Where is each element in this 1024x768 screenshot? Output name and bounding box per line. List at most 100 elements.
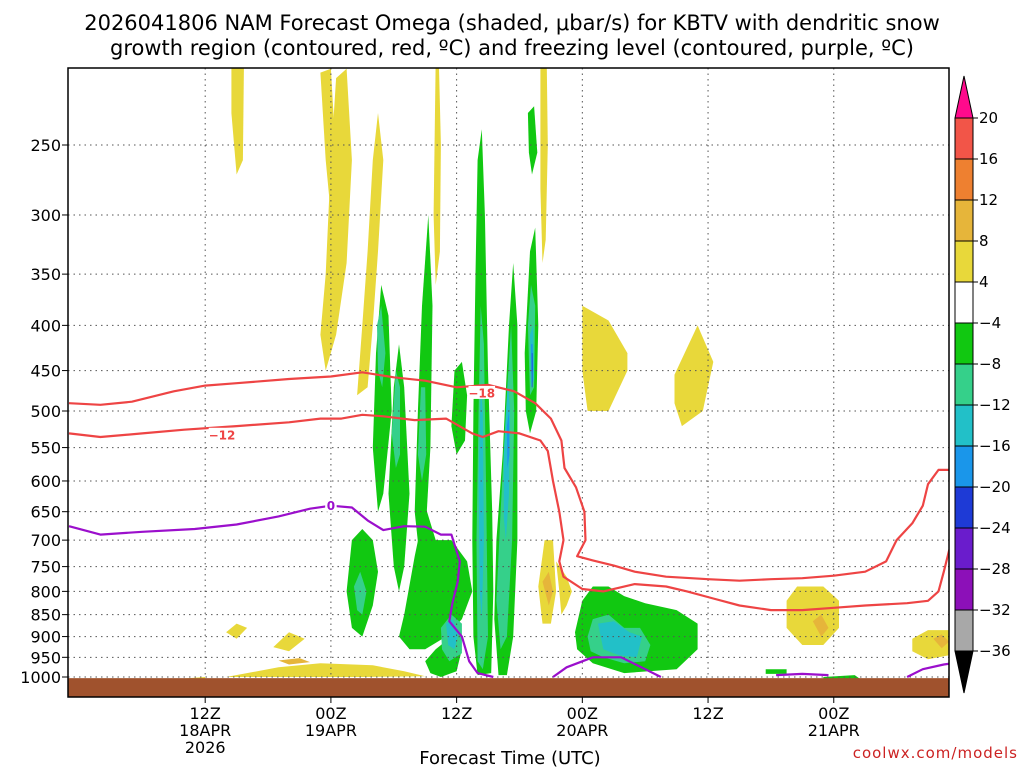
grid-lines [68,68,949,697]
x-tick-label-42-0: 00Z [567,704,598,723]
colorbar-bin-7 [954,404,974,447]
colorbar-bin-11 [954,568,974,611]
x-tick-label-18-1: 19APR [305,721,357,740]
y-tick-label-750: 750 [30,558,61,577]
colorbar-bin-6 [954,363,974,406]
colorbar-bin-10 [954,527,974,570]
colorbar-label-0: 20 [979,109,998,127]
y-tick-label-650: 650 [30,503,61,522]
omega-shade-region-30 [527,106,538,175]
y-tick-label-950: 950 [30,648,61,667]
y-tick-label-500: 500 [30,402,61,421]
omega-shade-region-21 [388,344,410,592]
omega-shade-region-46 [598,621,642,658]
x-axis-title: Forecast Time (UTC) [419,748,600,768]
freezing-contour-layer [68,504,949,679]
omega-shade-region-11 [674,325,714,427]
colorbar-bin-3 [954,240,974,283]
omega-shade-region-36 [377,305,386,388]
x-tick-label-66-0: 00Z [818,704,849,723]
colorbar-label-2: 12 [979,191,998,209]
colorbar-top-arrow [954,75,974,119]
omega-shade-region-50 [531,353,533,388]
omega-shade-region-17 [933,634,949,649]
x-tick-label-42-1: 20APR [556,721,608,740]
colorbar-bin-5 [954,322,974,365]
chart-title-line-1: 2026041806 NAM Forecast Omega (shaded, μ… [84,11,940,35]
colorbar-label-4: 4 [979,273,989,291]
dgz-contour-m12 [68,413,949,612]
ground-terrain [68,678,949,697]
dgz-label-m12-bg [208,427,236,441]
freezing-label-0: 0 [327,499,335,513]
y-tick-label-800: 800 [30,582,61,601]
colorbar: 20 16 12 8 4 −4 −8 −12 −16 −20 −24 −28 −32 −36 [954,75,1011,694]
x-tick-label-18-0: 00Z [315,704,346,723]
y-tick-label-850: 850 [30,606,61,625]
plot-frame [67,67,950,698]
colorbar-bin-0 [954,117,974,160]
omega-shading-layer [179,68,949,681]
omega-shade-region-24 [399,505,473,650]
omega-shade-region-10 [582,305,628,411]
contour-label-layer: −12 −18 0 [208,385,495,513]
y-tick-label-400: 400 [30,316,61,335]
x-tick-label-54-0: 12Z [692,704,723,723]
colorbar-label-12: −32 [979,601,1011,619]
colorbar-label-10: −24 [979,519,1011,537]
colorbar-bottom-arrow [954,650,974,694]
omega-shade-region-6 [357,113,384,396]
colorbar-bin-9 [954,486,974,529]
omega-shade-region-26 [451,361,468,455]
x-tick-label-6-0: 12Z [190,704,221,723]
y-tick-label-450: 450 [30,362,61,381]
omega-shade-region-9 [540,68,548,263]
omega-shade-region-16 [812,614,829,637]
omega-shade-region-45 [446,619,459,650]
omega-shade-region-32 [765,669,787,674]
colorbar-bin-1 [954,158,974,201]
colorbar-label-3: 8 [979,232,989,250]
y-tick-label-700: 700 [30,531,61,550]
omega-shade-region-13 [556,561,572,615]
y-tick-label-250: 250 [30,136,61,155]
x-tick-label-66-1: 21APR [808,721,860,740]
freezing-contour-3 [906,662,949,678]
omega-shade-region-8 [433,68,441,285]
omega-shade-region-1 [226,663,426,677]
colorbar-label-9: −20 [979,478,1011,496]
dgz-contour-layer [68,371,949,612]
credit-text[interactable]: coolwx.com/models [853,744,1018,762]
omega-shade-region-34 [391,370,400,468]
dgz-label-m18: −18 [468,386,495,400]
y-tick-label-550: 550 [30,439,61,458]
colorbar-label-1: 16 [979,150,998,168]
plot-area [68,68,949,697]
freezing-contour-2 [776,672,829,677]
y-tick-label-350: 350 [30,265,61,284]
omega-shade-region-19 [542,571,553,606]
y-tick-label-900: 900 [30,628,61,647]
y-tick-label-1000: 1000 [20,668,61,687]
colorbar-bin-12 [954,609,974,652]
omega-shade-region-35 [354,571,367,615]
omega-shade-region-5 [320,68,337,215]
omega-shade-region-4 [320,68,352,371]
omega-shade-region-37 [417,387,427,481]
omega-shade-region-2 [226,623,248,639]
dgz-label-m12: −12 [209,428,236,442]
chart-title-line-2: growth region (contoured, red, ºC) and f… [110,36,914,60]
colorbar-bin-4 [954,281,974,324]
colorbar-label-7: −12 [979,396,1011,414]
colorbar-label-8: −16 [979,437,1011,455]
y-tick-label-300: 300 [30,206,61,225]
omega-shade-region-48 [506,411,510,468]
freezing-label-0-bg [325,498,337,512]
y-tick-label-600: 600 [30,472,61,491]
colorbar-bin-8 [954,445,974,488]
colorbar-label-11: −28 [979,560,1011,578]
omega-shade-region-3 [273,632,305,652]
freezing-contour-1 [552,656,662,678]
